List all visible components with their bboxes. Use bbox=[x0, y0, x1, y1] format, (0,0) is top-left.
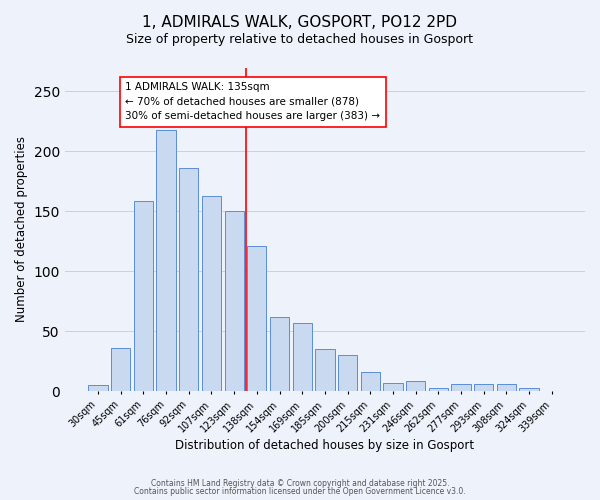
Bar bbox=[406, 380, 425, 392]
Bar bbox=[293, 323, 312, 392]
Bar bbox=[338, 356, 357, 392]
Bar bbox=[451, 384, 470, 392]
Bar bbox=[134, 200, 153, 392]
Bar bbox=[247, 246, 266, 392]
Bar bbox=[88, 386, 108, 392]
Bar bbox=[428, 388, 448, 392]
Bar bbox=[520, 388, 539, 392]
Bar bbox=[157, 130, 176, 392]
Bar bbox=[383, 383, 403, 392]
Bar bbox=[224, 212, 244, 392]
Y-axis label: Number of detached properties: Number of detached properties bbox=[15, 136, 28, 322]
Bar bbox=[497, 384, 516, 392]
Bar bbox=[361, 372, 380, 392]
Text: 1 ADMIRALS WALK: 135sqm
← 70% of detached houses are smaller (878)
30% of semi-d: 1 ADMIRALS WALK: 135sqm ← 70% of detache… bbox=[125, 82, 380, 122]
X-axis label: Distribution of detached houses by size in Gosport: Distribution of detached houses by size … bbox=[175, 440, 475, 452]
Bar bbox=[474, 384, 493, 392]
Bar bbox=[179, 168, 199, 392]
Text: Contains public sector information licensed under the Open Government Licence v3: Contains public sector information licen… bbox=[134, 487, 466, 496]
Bar bbox=[270, 317, 289, 392]
Text: Contains HM Land Registry data © Crown copyright and database right 2025.: Contains HM Land Registry data © Crown c… bbox=[151, 478, 449, 488]
Bar bbox=[111, 348, 130, 392]
Text: 1, ADMIRALS WALK, GOSPORT, PO12 2PD: 1, ADMIRALS WALK, GOSPORT, PO12 2PD bbox=[143, 15, 458, 30]
Bar bbox=[202, 196, 221, 392]
Bar bbox=[315, 350, 335, 392]
Text: Size of property relative to detached houses in Gosport: Size of property relative to detached ho… bbox=[127, 32, 473, 46]
